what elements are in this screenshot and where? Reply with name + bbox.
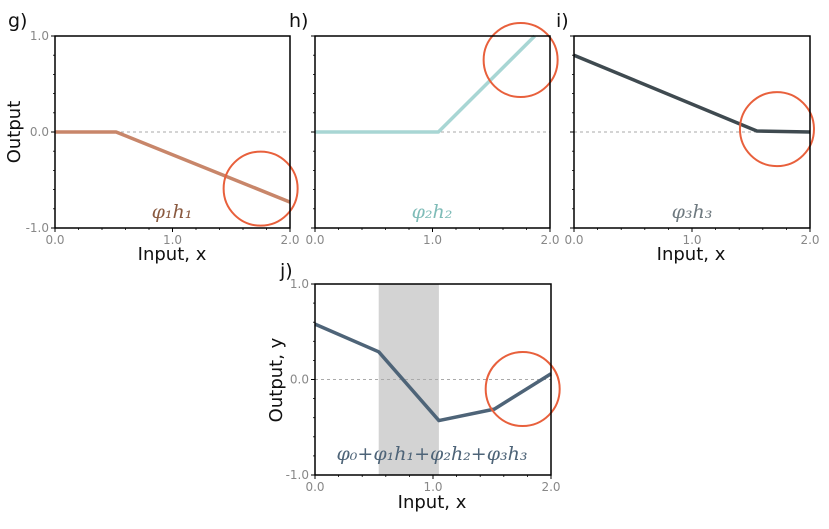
y-axis-label: Output, y xyxy=(266,337,287,422)
x-tick-label: 1.0 xyxy=(682,233,701,247)
curve-label: φ₃h₃ xyxy=(672,201,713,223)
panel-i: 0.0 1.0 2.0 Input, x i) φ₃h₃ xyxy=(556,10,820,265)
x-axis-label: Input, x xyxy=(657,244,726,265)
highlight-circle xyxy=(484,351,561,428)
curve-label: φ₂h₂ xyxy=(412,201,453,223)
data-line xyxy=(315,34,536,134)
y-tick-label: 0.0 xyxy=(290,373,309,387)
x-tick-label: 0.0 xyxy=(305,480,324,494)
curve-label: φ₁h₁ xyxy=(152,201,193,223)
x-tick-label: 0.0 xyxy=(305,233,324,247)
x-tick-label: 2.0 xyxy=(540,233,559,247)
panel-label: h) xyxy=(289,10,308,32)
y-tick-label: 1.0 xyxy=(290,277,309,291)
highlight-circle xyxy=(222,150,299,227)
y-tick-label: 1.0 xyxy=(30,29,49,43)
highlight-circle xyxy=(482,22,559,98)
panel-h: 0.0 1.0 2.0 h) φ₂h₂ xyxy=(289,10,560,247)
x-tick-label: 0.0 xyxy=(564,233,583,247)
curve-label: φ₀+φ₁h₁+φ₂h₂+φ₃h₃ xyxy=(336,443,527,465)
x-tick-label: 0.0 xyxy=(45,233,64,247)
x-tick-label: 2.0 xyxy=(280,233,299,247)
data-line xyxy=(573,53,811,134)
x-tick-label: 1.0 xyxy=(163,233,182,247)
y-tick-label: -1.0 xyxy=(26,221,49,235)
x-tick-label: 2.0 xyxy=(541,480,560,494)
panel-label: g) xyxy=(8,10,27,32)
x-axis-label: Input, x xyxy=(398,492,467,513)
x-tick-label: 1.0 xyxy=(423,233,442,247)
panel-label: j) xyxy=(279,260,293,282)
highlight-circle xyxy=(738,91,815,168)
data-line xyxy=(55,130,291,204)
x-axis-label: Input, x xyxy=(138,244,207,265)
y-tick-label: -1.0 xyxy=(286,468,309,482)
panel-label: i) xyxy=(556,10,569,32)
x-tick-label: 1.0 xyxy=(423,480,442,494)
x-tick-label: 2.0 xyxy=(800,233,819,247)
y-axis-label: Output xyxy=(4,101,25,164)
y-tick-label: 0.0 xyxy=(30,125,49,139)
